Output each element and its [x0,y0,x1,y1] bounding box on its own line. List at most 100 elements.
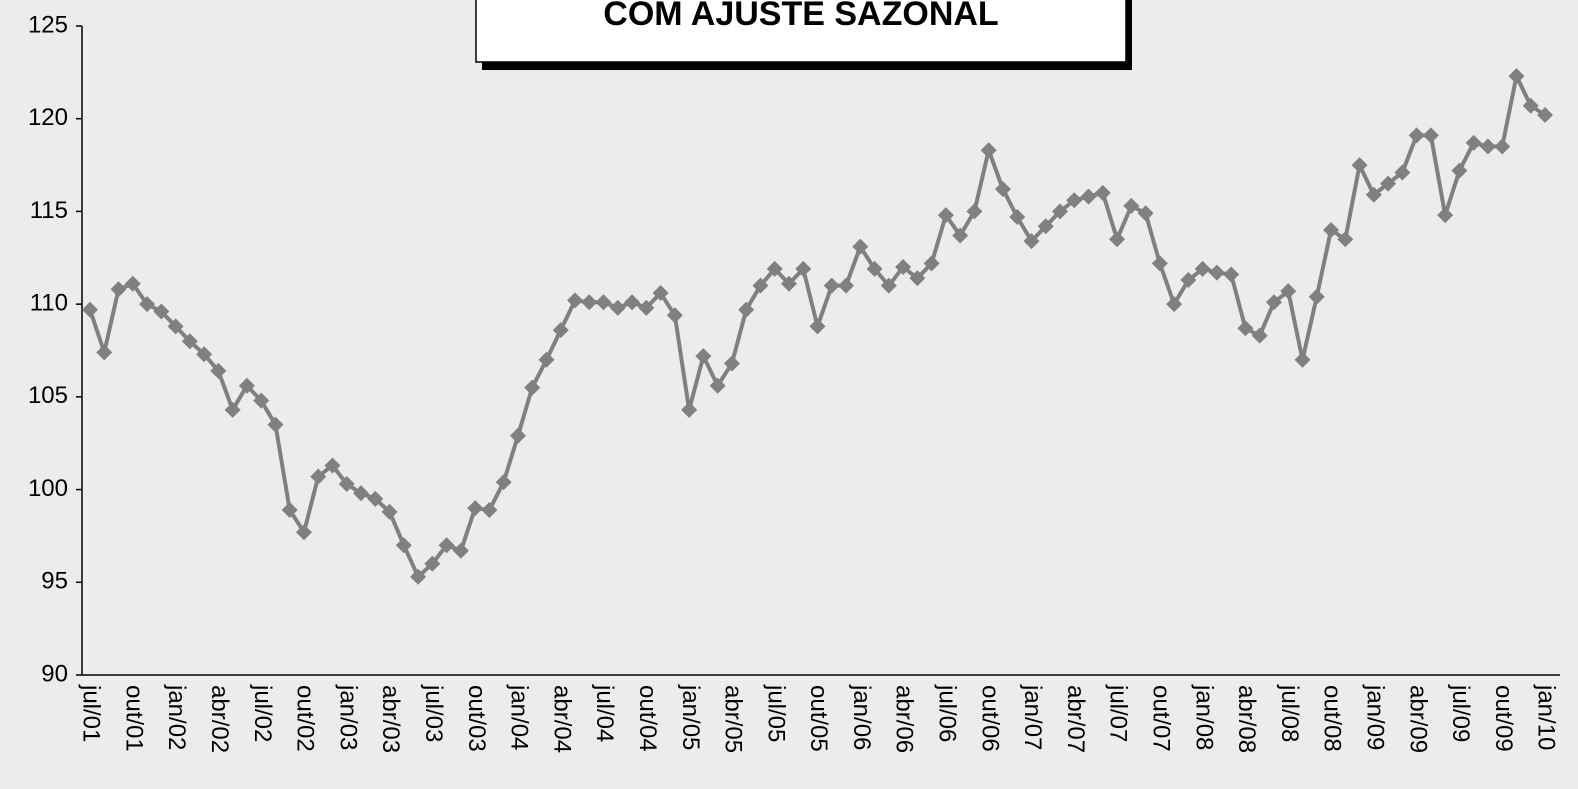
x-tick-label: jul/05 [762,684,789,742]
data-point [495,474,512,491]
y-tick-label: 115 [30,197,68,224]
data-point [524,379,541,396]
y-tick-label: 125 [28,11,68,38]
x-tick-label: out/04 [634,685,661,752]
chart-title: COM AJUSTE SAZONAL [603,0,998,33]
x-tick-label: abr/06 [891,685,918,753]
data-point [695,348,712,365]
data-point [1537,107,1553,124]
data-point [1479,138,1496,155]
data-point [281,501,298,518]
data-point [310,468,327,485]
data-point [1009,208,1026,225]
data-point [1394,164,1411,181]
data-point [438,537,455,554]
data-point [1080,188,1097,205]
x-tick-label: out/05 [805,685,832,752]
y-tick-label: 95 [41,568,68,595]
data-point [1294,351,1311,368]
data-point [267,416,284,433]
data-point [410,568,427,585]
x-tick-label: out/01 [120,685,147,752]
data-point [1052,203,1068,220]
data-point [509,427,526,444]
data-point [1037,218,1054,235]
data-point [1522,97,1539,114]
data-point [966,203,983,220]
data-point [1308,288,1325,305]
title-box [475,0,1127,63]
data-point [224,401,241,418]
x-tick-label: jan/02 [163,684,190,750]
data-point [652,285,669,302]
data-point [467,500,484,517]
data-point [96,344,113,361]
x-tick-label: jan/03 [334,684,361,750]
data-point [210,362,227,379]
x-tick-label: jul/07 [1105,684,1132,742]
data-point [1180,272,1197,289]
data-point [952,227,969,244]
data-point [1094,184,1111,201]
x-tick-label: jul/02 [249,684,276,742]
data-point [766,260,783,277]
data-point [295,524,312,541]
data-point [181,333,198,350]
data-point [937,207,954,224]
data-point [838,277,855,294]
x-tick-label: jul/06 [934,684,961,742]
x-tick-label: abr/09 [1404,685,1431,753]
data-point [1422,127,1439,144]
data-point [1166,296,1183,313]
data-point [738,301,755,318]
data-point [1437,207,1454,224]
data-point [538,351,555,368]
data-point [452,542,469,559]
data-point [1265,294,1282,311]
data-point [795,260,812,277]
data-point [780,275,797,292]
data-point [752,277,769,294]
data-point [82,301,98,318]
x-tick-label: jan/06 [848,684,875,750]
x-tick-label: jan/07 [1019,684,1046,750]
data-point [866,260,883,277]
data-point [353,485,370,502]
x-tick-label: out/09 [1490,685,1517,752]
data-point [1251,327,1268,344]
x-tick-label: abr/02 [206,685,233,753]
data-point [895,259,912,276]
x-tick-label: abr/04 [548,685,575,753]
data-point [1280,283,1297,300]
data-point [1323,221,1340,238]
data-point [253,392,270,409]
y-tick-label: 110 [30,289,68,316]
x-tick-label: abr/08 [1233,685,1260,753]
data-point [1237,320,1254,337]
data-point [1494,138,1511,155]
data-point [909,270,926,287]
data-point [1508,68,1525,85]
x-tick-label: jan/05 [677,684,704,750]
data-point [823,277,840,294]
x-tick-label: jul/09 [1447,684,1474,742]
data-point [723,355,740,372]
data-point [880,277,897,294]
x-tick-label: out/03 [463,685,490,752]
x-tick-label: out/08 [1319,685,1346,752]
data-point [139,296,156,313]
data-point [1365,186,1382,203]
data-point [595,294,612,311]
x-tick-label: out/06 [976,685,1003,752]
data-point [1223,266,1240,283]
x-tick-label: abr/03 [377,685,404,753]
data-point [1451,162,1468,179]
x-tick-label: jul/01 [78,684,105,742]
data-point [1123,197,1140,214]
data-point [1023,233,1040,250]
y-tick-label: 90 [41,660,68,687]
x-tick-label: jul/04 [591,684,618,742]
